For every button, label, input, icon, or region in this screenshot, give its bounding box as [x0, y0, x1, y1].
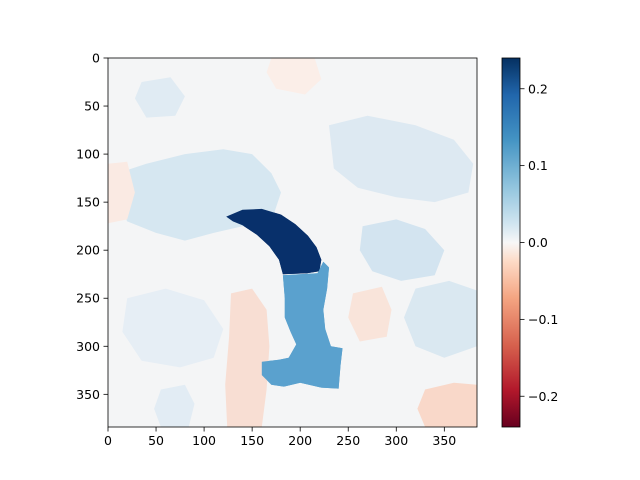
heatmap-regions	[108, 58, 477, 427]
heatmap-region-top-left-blue	[134, 77, 185, 118]
colorbar-tick-label: 0.2	[528, 81, 548, 96]
heatmap-region-bottom-right-red	[417, 382, 477, 427]
heatmap-region-stem-top	[261, 261, 343, 389]
x-tick-label: 100	[192, 433, 216, 448]
heatmap-region-left-bottom-blue	[154, 384, 195, 427]
y-tick-label: 100	[76, 147, 100, 162]
heatmap-region-upper-left-red	[108, 161, 135, 224]
plot-frame	[107, 57, 478, 428]
heatmap-region-lower-right-blob	[404, 280, 477, 358]
colorbar-tick-label: 0.1	[528, 158, 548, 173]
x-tick-label: 350	[432, 433, 456, 448]
heatmap-region-right-red	[348, 286, 392, 342]
x-tick-label: 150	[240, 433, 264, 448]
y-tick-label: 200	[76, 243, 100, 258]
plot-area	[107, 57, 478, 428]
colorbar-tick-label: −0.2	[528, 389, 558, 404]
heatmap-region-bottom-left-blob	[122, 288, 224, 368]
y-tick-label: 0	[92, 51, 100, 66]
heatmap-region-top-red	[266, 58, 322, 95]
y-axis: 0 50 100 150 200 250 300 350	[76, 51, 108, 402]
x-tick-label: 300	[384, 433, 408, 448]
heatmap-region-right-mid-blob	[359, 219, 445, 281]
y-tick-label: 350	[76, 387, 100, 402]
y-tick-label: 50	[84, 99, 100, 114]
x-axis: 0 50 100 150 200 250 300 350	[104, 427, 456, 448]
x-tick-label: 250	[336, 433, 360, 448]
colorbar-ticks: −0.2 −0.1 0.0 0.1 0.2	[520, 81, 558, 404]
colorbar-tick-label: 0.0	[528, 235, 548, 250]
heatmap-region-arc-top	[226, 208, 322, 275]
x-tick-label: 0	[104, 433, 112, 448]
heatmap-region-upper-right-blob	[329, 115, 474, 203]
y-tick-label: 300	[76, 339, 100, 354]
y-tick-label: 250	[76, 291, 100, 306]
heatmap-region-center-red-stripe	[225, 288, 270, 427]
colorbar-gradient	[501, 57, 521, 428]
x-tick-label: 50	[148, 433, 164, 448]
colorbar-tick-label: −0.1	[528, 312, 558, 327]
colorbar: −0.2 −0.1 0.0 0.1 0.2	[501, 57, 558, 428]
y-tick-label: 150	[76, 195, 100, 210]
x-tick-label: 200	[288, 433, 312, 448]
